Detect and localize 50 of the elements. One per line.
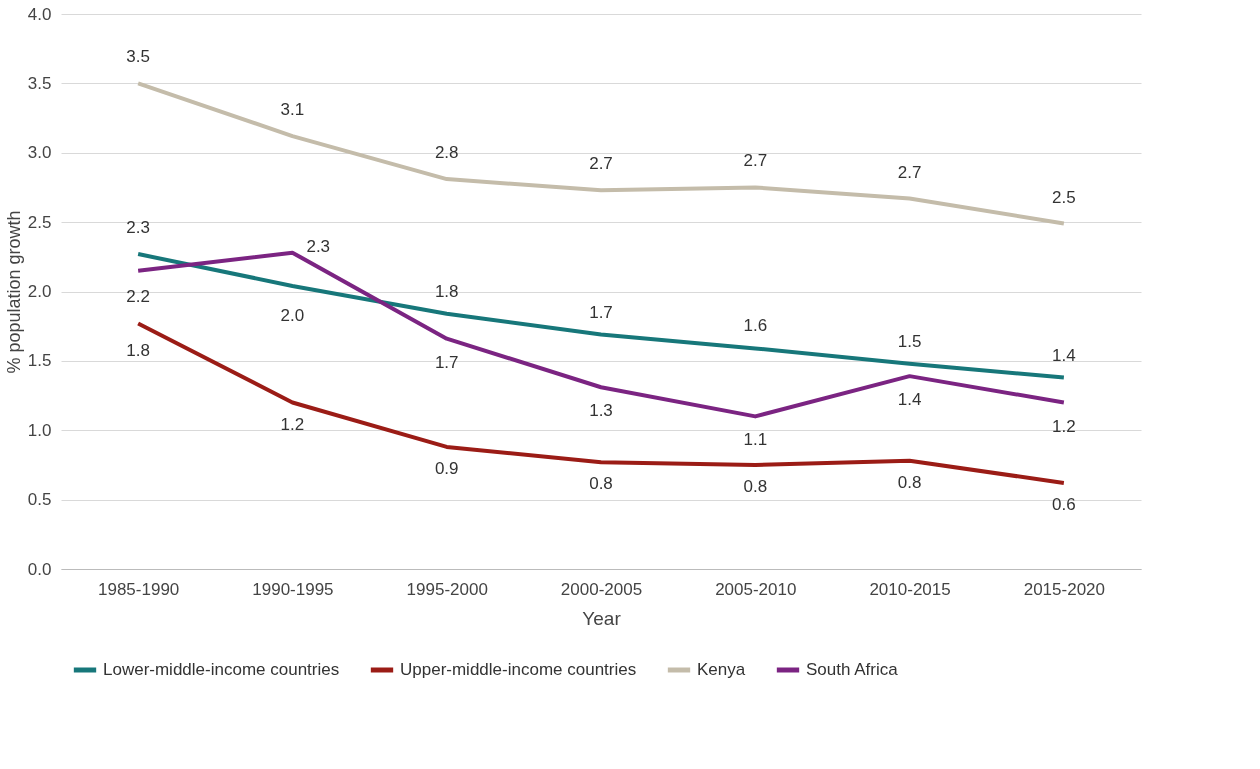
data-label: 1.1 xyxy=(743,430,768,450)
data-label: 2.3 xyxy=(306,236,331,256)
data-label: 0.8 xyxy=(743,476,768,496)
data-label: 1.4 xyxy=(897,390,922,410)
data-label: 1.2 xyxy=(1052,416,1076,436)
x-tick-label: 1985-1990 xyxy=(97,579,180,599)
data-label: 1.7 xyxy=(589,302,613,322)
data-label: 1.6 xyxy=(743,316,768,336)
data-label: 2.7 xyxy=(743,151,768,171)
data-label: 2.2 xyxy=(126,286,150,306)
x-tick-label: 1990-1995 xyxy=(252,579,334,599)
y-tick-label: 1.0 xyxy=(27,420,52,440)
data-label: 1.7 xyxy=(434,352,459,372)
data-label: 1.8 xyxy=(434,281,459,301)
data-label: 1.5 xyxy=(897,331,922,351)
y-tick-label: 2.5 xyxy=(27,212,52,232)
data-label: 2.7 xyxy=(589,154,613,174)
x-tick-label: 2005-2010 xyxy=(715,579,797,599)
data-label: 2.8 xyxy=(434,143,459,163)
data-label: 1.8 xyxy=(126,341,150,361)
data-label: 0.6 xyxy=(1052,494,1076,514)
y-tick-label: 0.5 xyxy=(27,490,52,510)
x-tick-label: 2000-2005 xyxy=(560,579,643,599)
data-label: 1.4 xyxy=(1052,345,1076,365)
x-tick-label: 2015-2020 xyxy=(1023,579,1106,599)
y-tick-label: 3.5 xyxy=(27,73,52,93)
y-tick-label: 2.0 xyxy=(27,282,52,301)
legend-label: Kenya xyxy=(697,660,746,679)
y-tick-label: 4.0 xyxy=(27,4,52,24)
y-tick-label: 3.0 xyxy=(27,143,52,163)
data-label: 2.7 xyxy=(897,162,922,182)
data-label: 0.8 xyxy=(897,472,922,492)
x-tick-label: 1995-2000 xyxy=(406,579,488,599)
data-label: 3.5 xyxy=(126,47,150,67)
data-label: 1.3 xyxy=(589,401,613,421)
y-tick-label: 1.5 xyxy=(27,351,52,371)
y-axis-title: % population growth xyxy=(3,210,24,374)
x-axis-title: Year xyxy=(582,607,622,629)
legend-label: Lower-middle-income countries xyxy=(103,660,340,679)
data-label: 2.3 xyxy=(126,218,150,238)
x-tick-label: 2010-2015 xyxy=(869,579,951,599)
data-label: 3.1 xyxy=(280,100,305,120)
legend-label: South Africa xyxy=(806,660,899,679)
data-label: 1.2 xyxy=(280,414,305,434)
legend-label: Upper-middle-income countries xyxy=(400,660,637,679)
y-tick-label: 0.0 xyxy=(27,559,52,579)
data-label: 0.9 xyxy=(434,458,459,478)
data-label: 2.0 xyxy=(280,305,305,325)
data-label: 0.8 xyxy=(589,474,613,494)
data-label: 2.5 xyxy=(1052,187,1076,207)
